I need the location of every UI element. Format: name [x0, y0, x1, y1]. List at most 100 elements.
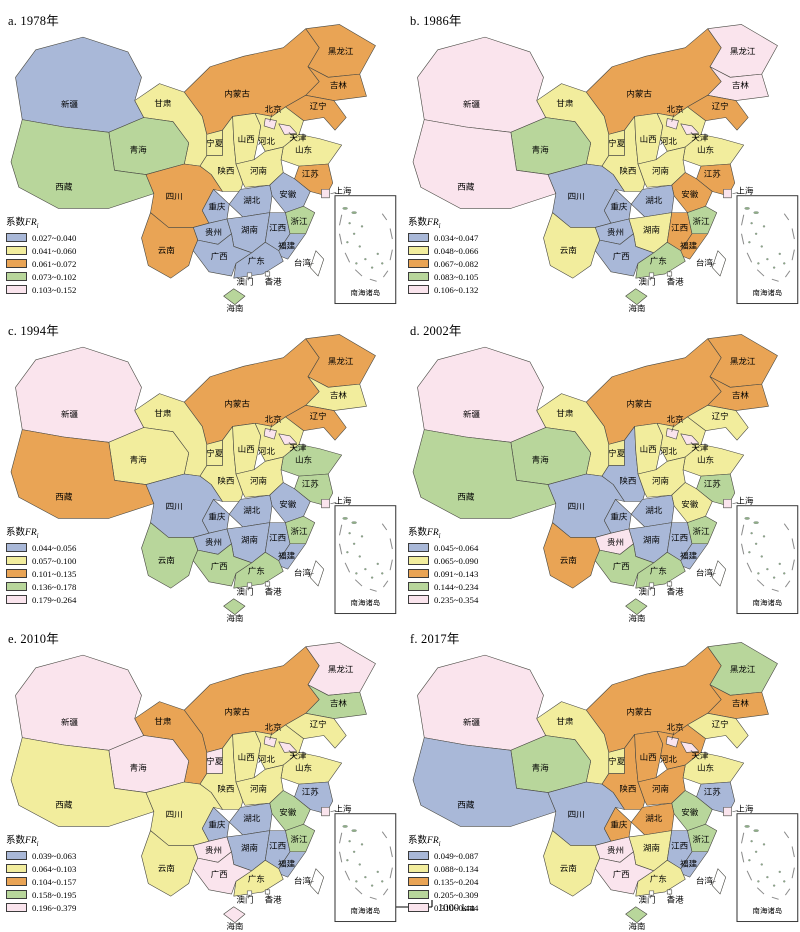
- island-dot: [358, 245, 361, 248]
- province-label-nx: 宁夏: [608, 448, 626, 458]
- nine-dash-segment: [791, 846, 795, 858]
- province-label-gs: 甘肃: [556, 716, 573, 726]
- province-label-ah: 安徽: [681, 807, 699, 817]
- province-jl: [707, 684, 769, 719]
- province-label-hun: 湖南: [241, 843, 258, 853]
- province-label-qh: 青海: [532, 455, 549, 465]
- province-label-tw: 台湾: [294, 568, 311, 578]
- leader-line-sh: [330, 502, 337, 504]
- province-jl: [707, 376, 769, 411]
- province-label-gs: 甘肃: [154, 716, 171, 726]
- nine-dash-segment: [756, 269, 765, 277]
- legend-swatch-5: [6, 595, 27, 605]
- island-shape: [351, 211, 357, 214]
- province-hk: [264, 889, 271, 895]
- province-label-mo: 澳门: [638, 587, 655, 597]
- province-yn: [141, 830, 199, 897]
- legend-row: 0.106~0.132: [408, 285, 478, 295]
- province-yn: [141, 522, 199, 589]
- legend-swatch-3: [6, 569, 27, 579]
- nine-dash-segment: [339, 851, 343, 863]
- nine-dash-segment: [389, 846, 393, 858]
- nine-dash-segment: [382, 888, 389, 896]
- island-shape: [342, 825, 348, 828]
- leader-line-tw: [309, 881, 314, 883]
- province-label-fj: 福建: [278, 859, 295, 869]
- province-label-sh: 上海: [334, 804, 351, 814]
- province-label-ah: 安徽: [279, 499, 297, 509]
- province-label-fj: 福建: [680, 241, 697, 251]
- legend-swatch-1: [6, 233, 27, 243]
- province-label-sh: 上海: [736, 804, 753, 814]
- province-label-gd: 广东: [650, 256, 667, 266]
- province-tj: [680, 123, 700, 135]
- province-bj: [665, 118, 679, 130]
- legend-row: 0.136~0.178: [6, 582, 76, 592]
- province-hk: [264, 581, 271, 587]
- legend-swatch-1: [6, 851, 27, 861]
- province-label-tj: 天津: [691, 751, 708, 761]
- province-ln: [687, 94, 749, 131]
- province-hn: [625, 288, 648, 305]
- province-label-gd: 广东: [248, 874, 265, 884]
- province-yn: [543, 522, 601, 589]
- legend-swatch-1: [408, 851, 429, 861]
- legend-range-1: 0.027~0.040: [32, 232, 77, 243]
- legend-row: 0.049~0.087: [408, 851, 478, 861]
- legend-swatch-4: [6, 582, 27, 592]
- province-label-hn: 海南: [226, 303, 243, 312]
- province-label-fj: 福建: [278, 241, 295, 251]
- panel-title-a: a. 1978年: [8, 14, 59, 28]
- island-dot: [762, 843, 766, 846]
- leader-line-sh: [330, 192, 337, 194]
- legend-range-1: 0.039~0.063: [32, 850, 77, 861]
- province-label-hub: 湖北: [243, 814, 261, 823]
- province-label-sh: 上海: [736, 496, 753, 506]
- province-ln: [285, 712, 347, 749]
- island-dot: [371, 884, 374, 887]
- province-label-ln: 辽宁: [712, 411, 729, 421]
- island-dot: [760, 863, 763, 866]
- inset-label: 南海诸岛: [351, 598, 381, 607]
- province-label-yn: 云南: [560, 555, 577, 565]
- leader-line-tj: [288, 132, 294, 137]
- province-gd: [635, 551, 686, 589]
- province-label-xj: 新疆: [463, 99, 480, 109]
- province-label-sc: 四川: [568, 810, 585, 819]
- province-label-tw: 台湾: [294, 258, 311, 268]
- island-dot: [760, 555, 763, 558]
- legend-swatch-3: [408, 259, 429, 269]
- legend-range-3: 0.135~0.204: [434, 876, 479, 887]
- province-label-hub: 湖北: [645, 506, 663, 515]
- province-label-ln: 辽宁: [712, 101, 729, 111]
- island-dot: [360, 843, 364, 846]
- province-label-ln: 辽宁: [310, 719, 327, 729]
- island-dot: [755, 232, 758, 235]
- province-label-ah: 安徽: [681, 189, 699, 199]
- island-dot: [750, 532, 753, 535]
- province-label-gz: 贵州: [205, 845, 222, 855]
- province-label-hub: 湖北: [645, 814, 663, 823]
- province-gd: [635, 241, 686, 279]
- province-label-sd: 山东: [295, 455, 312, 465]
- province-label-ah: 安徽: [279, 807, 297, 817]
- legend-row: 0.065~0.090: [408, 556, 478, 566]
- legend-range-3: 0.101~0.135: [32, 568, 77, 579]
- province-yn: [543, 212, 601, 279]
- province-label-cq: 重庆: [610, 512, 627, 522]
- province-label-qh: 青海: [130, 145, 147, 155]
- province-label-heb: 河北: [258, 754, 276, 764]
- province-label-qh: 青海: [532, 763, 549, 773]
- province-label-fj: 福建: [680, 551, 697, 561]
- legend-row: 0.083~0.105: [408, 272, 478, 282]
- legend-swatch-4: [6, 890, 27, 900]
- province-label-sx: 山西: [238, 752, 255, 762]
- province-tw: [711, 250, 727, 277]
- legend-title: 系数FRi: [6, 528, 39, 540]
- province-hn: [625, 598, 648, 615]
- province-xj: [15, 654, 145, 751]
- province-label-qh: 青海: [130, 455, 147, 465]
- province-label-hn: 海南: [226, 921, 243, 930]
- province-bj: [263, 428, 277, 440]
